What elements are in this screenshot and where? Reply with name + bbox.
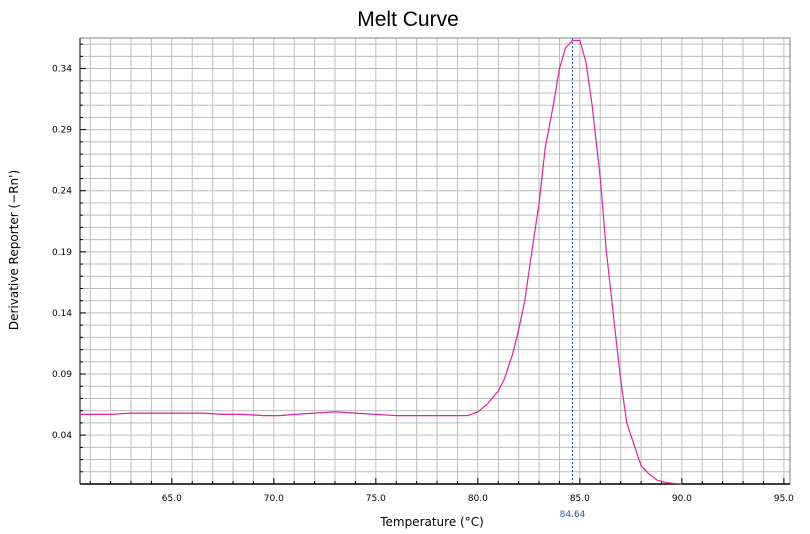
x-axis-title: Temperature (°C) — [379, 515, 484, 529]
x-tick-label: 90.0 — [672, 494, 692, 504]
x-tick-label: 80.0 — [468, 494, 488, 504]
y-axis-title: Derivative Reporter (−Rn') — [7, 170, 21, 330]
y-tick-label: 0.14 — [52, 309, 72, 319]
x-tick-label: 70.0 — [264, 494, 284, 504]
peak-marker-label: 84.64 — [560, 510, 586, 520]
y-tick-label: 0.34 — [52, 65, 72, 75]
axis-ticks — [79, 38, 790, 485]
series-line — [80, 39, 682, 485]
y-tick-label: 0.04 — [52, 431, 72, 441]
tick-labels: 65.0 70.0 75.0 80.0 85.0 90.0 95.0 0.04 0.09 0.14… — [52, 65, 794, 504]
x-tick-label: 65.0 — [162, 494, 182, 504]
series-layer — [80, 39, 682, 485]
y-tick-label: 0.09 — [52, 370, 72, 380]
x-tick-label: 75.0 — [366, 494, 386, 504]
x-tick-label: 85.0 — [570, 494, 590, 504]
y-tick-label: 0.29 — [52, 126, 72, 136]
x-tick-label: 95.0 — [774, 494, 794, 504]
chart-title: Melt Curve — [357, 8, 459, 31]
grid — [80, 38, 790, 484]
y-tick-label: 0.19 — [52, 248, 72, 258]
peak-marker: 84.64 — [560, 38, 586, 520]
y-tick-label: 0.24 — [52, 187, 72, 197]
